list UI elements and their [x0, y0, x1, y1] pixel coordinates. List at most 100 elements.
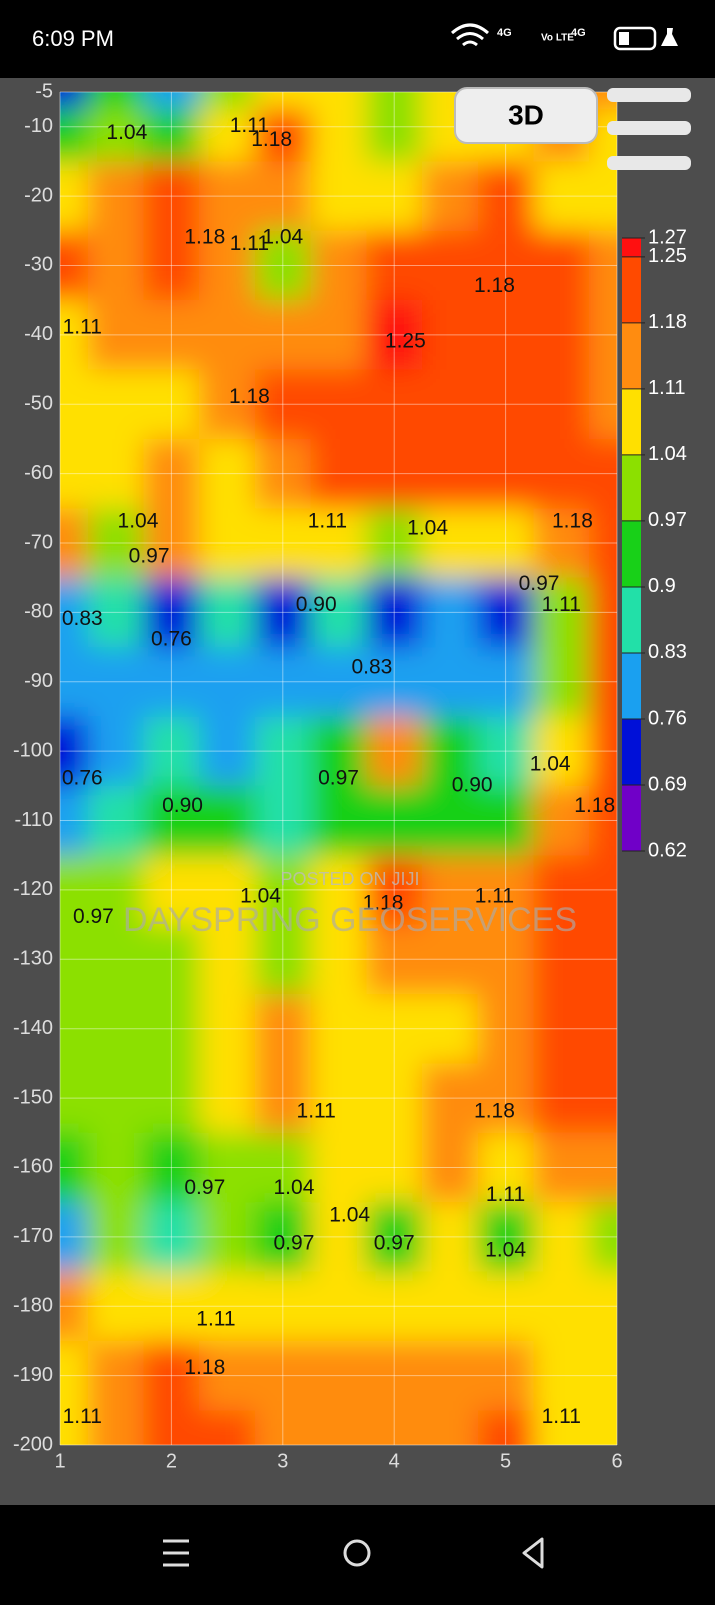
contour-cell: [199, 785, 256, 856]
contour-cell: [310, 1271, 367, 1342]
contour-cell: [254, 1063, 312, 1134]
contour-cell: [87, 508, 145, 579]
contour-cell: [143, 1410, 200, 1445]
network-label: 4G: [571, 27, 586, 39]
contour-label: 0.97: [129, 544, 170, 567]
colorbar-label: 1.27: [648, 226, 687, 248]
3d-button[interactable]: [454, 87, 598, 144]
contour-cell: [60, 438, 89, 509]
contour-cell: [477, 369, 534, 440]
contour-label: 0.83: [62, 607, 103, 630]
contour-cell: [199, 647, 256, 717]
y-tick-label: -180: [13, 1295, 53, 1317]
contour-label: 0.76: [151, 628, 192, 651]
contour-cell: [477, 230, 534, 301]
contour-cell: [422, 1340, 479, 1411]
colorbar-swatch: [622, 322, 641, 389]
contour-cell: [310, 994, 367, 1064]
y-tick-label: -200: [13, 1433, 53, 1455]
y-tick-label: -20: [24, 184, 53, 206]
contour-cell: [589, 647, 617, 717]
menu-bar[interactable]: [607, 88, 691, 102]
contour-cell: [199, 300, 256, 371]
contour-label: 1.18: [474, 1100, 515, 1123]
menu-bar[interactable]: [607, 156, 691, 170]
contour-cell: [589, 577, 617, 648]
y-tick-label: -120: [13, 878, 53, 900]
colorbar-swatch: [622, 586, 641, 653]
contour-cell: [477, 647, 534, 717]
contour-cell: [533, 1340, 590, 1411]
contour-cell: [366, 855, 423, 926]
contour-cell: [366, 1410, 423, 1445]
lab-icon: [661, 28, 678, 46]
contour-cell: [477, 1132, 534, 1203]
contour-cell: [477, 1340, 534, 1411]
contour-cell: [254, 1410, 312, 1445]
contour-cell: [60, 109, 89, 162]
battery-icon: [613, 26, 657, 51]
colorbar-label: 0.62: [648, 839, 687, 861]
x-tick-label: 2: [166, 1450, 177, 1472]
contour-cell: [310, 161, 367, 232]
x-tick-label: 1: [54, 1450, 65, 1472]
y-tick-label: -150: [13, 1086, 53, 1108]
contour-label: 0.90: [162, 794, 203, 817]
contour-label: 1.04: [329, 1204, 370, 1227]
contour-cell: [143, 300, 200, 371]
home-button[interactable]: [343, 1539, 371, 1567]
recents-button[interactable]: [163, 1539, 189, 1567]
contour-cell: [477, 577, 534, 648]
contour-cell: [366, 1132, 423, 1203]
menu-button[interactable]: [607, 88, 691, 170]
colorbar-swatch: [622, 718, 641, 785]
contour-cell: [87, 577, 145, 648]
colorbar-label: 1.11: [648, 377, 685, 399]
contour-cell: [533, 924, 590, 995]
contour-cell: [366, 1271, 423, 1342]
contour-label: 1.11: [196, 1308, 235, 1331]
contour-cell: [254, 230, 312, 301]
contour-cell: [533, 1063, 590, 1134]
colorbar-swatch: [622, 784, 641, 851]
3d-button-label[interactable]: 3D: [508, 99, 544, 130]
colorbar-label: 1.25: [648, 245, 687, 267]
contour-cell: [143, 924, 200, 995]
contour-label: 1.18: [574, 794, 615, 817]
contour-cell: [366, 300, 423, 371]
contour-label: 1.18: [474, 274, 515, 297]
contour-cell: [310, 577, 367, 648]
contour-cell: [310, 438, 367, 509]
contour-cell: [589, 300, 617, 371]
x-tick-label: 3: [277, 1450, 288, 1472]
contour-cell: [143, 647, 200, 717]
contour-label: 0.90: [296, 593, 337, 616]
contour-cell: [254, 1271, 312, 1342]
contour-cell: [589, 1340, 617, 1411]
contour-cell: [366, 577, 423, 648]
contour-cell: [143, 577, 200, 648]
contour-cell: [589, 438, 617, 509]
contour-cell: [143, 1202, 200, 1273]
contour-cell: [199, 577, 256, 648]
contour-label: 1.18: [184, 1356, 225, 1379]
menu-bar[interactable]: [607, 121, 691, 135]
colorbar-label: 0.9: [648, 575, 676, 597]
contour-cell: [60, 1410, 89, 1445]
contour-cell: [589, 1063, 617, 1134]
contour-label: 0.97: [318, 766, 359, 789]
contour-cell: [199, 1271, 256, 1342]
contour-cell: [310, 716, 367, 787]
y-tick-label: -130: [13, 948, 53, 970]
wifi-icon: [451, 23, 489, 47]
contour-cell: [422, 369, 479, 440]
contour-cell: [422, 1271, 479, 1342]
back-button[interactable]: [522, 1537, 544, 1569]
contour-label: 1.04: [262, 225, 303, 248]
contour-cell: [477, 438, 534, 509]
contour-cell: [87, 161, 145, 232]
contour-label: 1.18: [229, 385, 270, 408]
contour-cell: [422, 577, 479, 648]
contour-cell: [60, 785, 89, 856]
